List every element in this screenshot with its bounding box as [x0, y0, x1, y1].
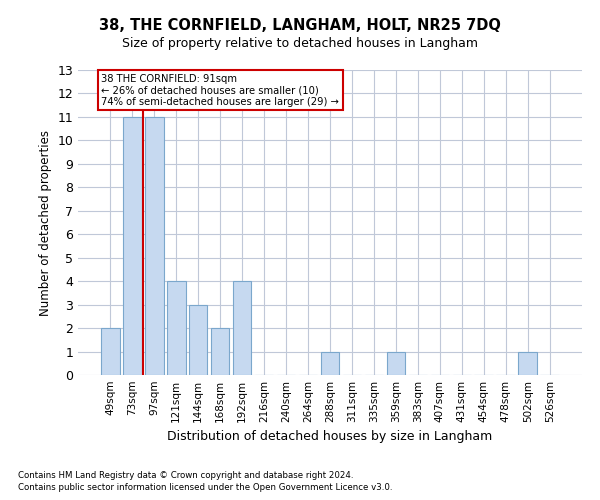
Bar [320, 352, 340, 375]
Text: Contains HM Land Registry data © Crown copyright and database right 2024.: Contains HM Land Registry data © Crown c… [18, 471, 353, 480]
Text: 38, THE CORNFIELD, LANGHAM, HOLT, NR25 7DQ: 38, THE CORNFIELD, LANGHAM, HOLT, NR25 7… [99, 18, 501, 32]
Bar [518, 352, 537, 375]
Bar [211, 328, 229, 375]
Text: Size of property relative to detached houses in Langham: Size of property relative to detached ho… [122, 38, 478, 51]
Bar [101, 328, 119, 375]
Bar [167, 281, 185, 375]
Bar [145, 117, 164, 375]
Y-axis label: Number of detached properties: Number of detached properties [39, 130, 52, 316]
Bar [386, 352, 405, 375]
Bar [123, 117, 142, 375]
Text: 38 THE CORNFIELD: 91sqm
← 26% of detached houses are smaller (10)
74% of semi-de: 38 THE CORNFIELD: 91sqm ← 26% of detache… [101, 74, 340, 106]
Bar [189, 304, 208, 375]
Bar [233, 281, 251, 375]
Text: Contains public sector information licensed under the Open Government Licence v3: Contains public sector information licen… [18, 484, 392, 492]
X-axis label: Distribution of detached houses by size in Langham: Distribution of detached houses by size … [167, 430, 493, 444]
